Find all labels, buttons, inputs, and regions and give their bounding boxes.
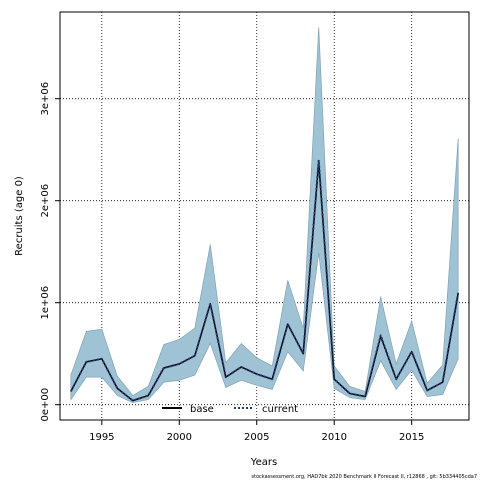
y-axis-title: Recruits (age 0) <box>14 176 25 256</box>
y-tick-label: 2e+06 <box>40 184 51 218</box>
y-tick-label: 1e+06 <box>40 286 51 320</box>
confidence-band-area <box>70 27 459 404</box>
x-tick-label: 1995 <box>89 432 114 443</box>
axes: 1995 2000 2005 2010 2015 0e+00 1e+06 2e+06 3e+06 <box>40 82 424 443</box>
series-line-current <box>69 158 460 402</box>
x-tick-label: 2015 <box>399 432 424 443</box>
x-tick-label: 2005 <box>244 432 269 443</box>
plot-frame <box>59 11 470 421</box>
footer-attribution: stockassessment.org, HAD7bk 2020 Benchma… <box>251 474 477 480</box>
y-tick-label: 3e+06 <box>40 82 51 116</box>
legend-base-label: base <box>190 404 214 415</box>
y-tick-label: 0e+00 <box>40 388 51 422</box>
x-axis-title: Years <box>250 457 277 468</box>
x-tick-label: 2010 <box>321 432 346 443</box>
series-lines <box>69 158 460 402</box>
x-tick-label: 2000 <box>167 432 192 443</box>
confidence-band <box>70 27 459 404</box>
legend-current-label: current <box>262 404 298 415</box>
legend: base current <box>162 404 298 415</box>
